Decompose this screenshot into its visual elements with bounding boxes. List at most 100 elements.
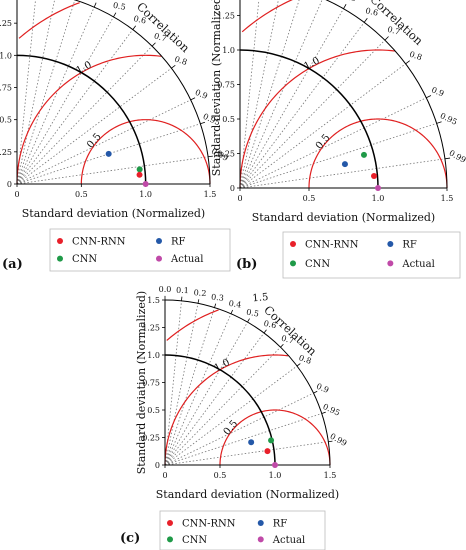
correlation-tick [214, 303, 217, 308]
point-cnn-rnn [136, 171, 143, 178]
correlation-tick [363, 18, 368, 23]
panel-label: (c) [120, 531, 140, 546]
rms-contour [80, 119, 211, 185]
reference-std-arc [16, 54, 147, 185]
rms-contour-label: 0.5 [314, 132, 333, 151]
correlation-gridline [164, 303, 199, 466]
legend-box [282, 231, 461, 279]
correlation-tick [113, 12, 117, 18]
rms-contour [18, 2, 80, 39]
y-tick-label: 0.25 [142, 434, 160, 443]
correlation-tick [197, 299, 200, 304]
point-actual [272, 462, 278, 468]
outer-arc [164, 299, 331, 466]
correlation-tick-label: 0.8 [173, 54, 188, 67]
legend-marker [387, 241, 394, 247]
y-tick-label: 0 [230, 184, 235, 193]
y-tick-label: 0.25 [0, 148, 12, 157]
legend-label: CNN-RNN [182, 519, 236, 530]
y-tick-label: 1.5 [147, 296, 160, 305]
legend-box [49, 228, 231, 272]
correlation-tick-label: 0.7 [280, 334, 295, 346]
correlation-gridline [239, 0, 260, 189]
legend-label: RF [171, 237, 186, 248]
correlation-gridline [164, 300, 182, 466]
correlation-tick [436, 121, 442, 124]
y-tick-label: 0.5 [147, 406, 160, 415]
legend-label: Actual [272, 535, 305, 546]
correlation-tick-label: 0.4 [228, 299, 242, 310]
correlation-gridline [239, 97, 427, 189]
correlation-title: Correlation [367, 0, 426, 48]
legend-label: CNN [182, 535, 207, 546]
correlation-tick-label: 0.9 [194, 88, 209, 101]
correlation-gridline [164, 313, 232, 466]
point-cnn-rnn [264, 448, 271, 455]
x-tick-label: 0.5 [214, 471, 227, 480]
correlation-tick-label: 0.9 [315, 382, 330, 395]
correlation-gridline [16, 0, 55, 185]
correlation-tick-label: 0.4 [92, 0, 106, 1]
correlation-gridline [164, 441, 329, 466]
y-axis-title: Standard deviation (Normalized) [210, 0, 223, 176]
correlation-gridline [16, 16, 114, 185]
correlation-tick-label: 0.95 [321, 402, 341, 418]
legend-marker [290, 241, 296, 247]
correlation-tick [384, 36, 389, 41]
legend-marker [156, 255, 162, 262]
reference-std-arc [239, 49, 379, 189]
rms-contour [16, 54, 162, 185]
x-tick-label: 0 [237, 194, 242, 203]
correlation-tick [444, 157, 451, 160]
legend-label: CNN [305, 259, 330, 270]
x-tick-label: 1.5 [441, 194, 454, 203]
correlation-tick [132, 25, 137, 30]
correlation-tick-label: 0.5 [245, 307, 259, 318]
correlation-tick-label: 0.9 [430, 85, 445, 98]
legend-marker [387, 260, 394, 267]
point-rf [248, 439, 255, 446]
outer-arc [325, 0, 448, 189]
correlation-gridline [164, 332, 265, 466]
legend-label: RF [402, 240, 417, 251]
legend-marker [167, 536, 173, 543]
legend-marker [57, 238, 63, 244]
correlation-gridline [16, 29, 134, 185]
correlation-gridline [16, 45, 153, 185]
correlation-tick-label: 0.8 [298, 353, 313, 366]
legend-label: Actual [401, 259, 434, 270]
correlation-gridline [239, 39, 386, 189]
correlation-tick-label: 0.3 [211, 293, 225, 303]
correlation-gridline [164, 413, 322, 466]
correlation-gridline [16, 0, 76, 185]
correlation-tick-label: 0.7 [153, 31, 168, 43]
correlation-gridline [164, 307, 215, 466]
x-tick-label: 0.5 [303, 194, 316, 203]
correlation-gridline [16, 99, 191, 185]
rms-contour [166, 309, 219, 341]
correlation-tick-label: 0.7 [386, 25, 401, 37]
y-tick-label: 1.0 [147, 351, 160, 360]
rms-contour [219, 409, 331, 466]
correlation-tick [200, 121, 206, 125]
legend-marker [290, 260, 296, 267]
taylor-panel-a: 0.51.01.500.250.50.751.01.251.500.51.01.… [0, 0, 231, 272]
legend-marker [257, 536, 264, 543]
x-tick-label: 1.5 [324, 471, 337, 480]
correlation-tick [151, 42, 156, 47]
correlation-gridline [164, 346, 281, 466]
rms-contour [308, 118, 448, 189]
correlation-tick [230, 309, 234, 314]
correlation-tick [208, 155, 213, 158]
correlation-tick [405, 60, 410, 65]
y-tick-label: 1.25 [142, 324, 160, 333]
correlation-tick-label: 0.6 [365, 6, 379, 18]
panel-label: (b) [236, 257, 257, 272]
rms-contour-label: 0.5 [222, 418, 241, 437]
correlation-tick [426, 95, 432, 99]
y-tick-label: 1.25 [217, 12, 235, 21]
y-tick-label: 1.0 [0, 51, 12, 60]
outer-arc [73, 0, 211, 185]
correlation-tick [280, 343, 284, 348]
